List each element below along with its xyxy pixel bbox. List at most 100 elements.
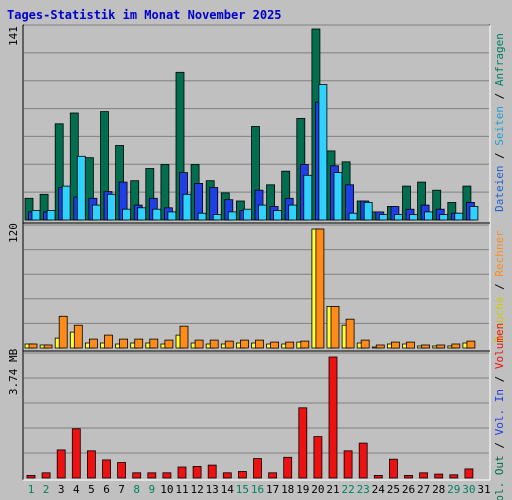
bar-volumen-day-6 (102, 459, 111, 479)
day-label-19: 19 (296, 483, 309, 496)
bar-dateien-day-14 (227, 211, 237, 221)
bar-volumen-day-8 (132, 472, 142, 479)
right-legend-volume: Vol. Out / Vol. In / Volumen (493, 323, 506, 500)
bar-volumen-day-18 (283, 456, 293, 479)
bar-volumen-day-27 (419, 472, 429, 479)
bar-volumen-day-20 (313, 436, 323, 479)
bar-rechner-day-12 (194, 339, 204, 349)
bar-rechner-day-13 (209, 339, 219, 349)
day-label-8: 8 (133, 483, 140, 496)
bar-dateien-day-19 (303, 174, 313, 221)
bar-dateien-day-5 (92, 204, 101, 221)
day-label-29: 29 (447, 483, 460, 496)
day-label-10: 10 (160, 483, 173, 496)
day-label-18: 18 (281, 483, 294, 496)
bar-rechner-day-1 (28, 343, 38, 349)
bar-volumen-day-21 (328, 356, 338, 479)
bar-rechner-day-11 (179, 325, 189, 349)
legend-separator: / (493, 86, 506, 106)
legend-vol-out: Vol. Out (493, 455, 506, 500)
bar-dateien-day-4 (76, 155, 86, 221)
day-label-27: 27 (417, 483, 430, 496)
bar-volumen-day-11 (177, 466, 187, 479)
bar-volumen-day-30 (464, 468, 474, 479)
bar-dateien-day-23 (363, 201, 373, 221)
bar-rechner-day-30 (466, 340, 476, 349)
bar-dateien-day-20 (318, 84, 328, 221)
day-label-4: 4 (73, 483, 80, 496)
bar-rechner-day-16 (255, 339, 264, 349)
legend-separator: / (493, 435, 506, 455)
day-label-9: 9 (148, 483, 155, 496)
day-label-24: 24 (372, 483, 386, 496)
bar-volumen-day-10 (162, 472, 172, 479)
bar-volumen-day-9 (147, 472, 157, 479)
bar-rechner-day-2 (43, 344, 53, 349)
bar-dateien-day-30 (469, 206, 479, 221)
legend-seiten: Seiten (493, 106, 506, 146)
bar-rechner-day-9 (149, 338, 159, 349)
bar-volumen-day-16 (253, 458, 262, 479)
day-label-14: 14 (221, 483, 235, 496)
bar-dateien-day-29 (454, 212, 464, 221)
y-axis-max-label: 120 (7, 223, 20, 243)
bar-dateien-day-17 (273, 210, 283, 221)
bar-volumen-day-13 (207, 464, 217, 479)
bar-dateien-day-24 (378, 214, 388, 221)
x-axis-labels: 1 2 3 4 5 6 7 8 9 10 11 12 13 14 15 16 17 18 19 20 21 22 23 24 2… (28, 483, 491, 496)
chart-frame (22, 24, 491, 481)
day-label-22: 22 (341, 483, 354, 496)
bar-dateien-day-10 (167, 211, 177, 221)
bar-rechner-day-29 (451, 343, 461, 349)
gridlines (23, 24, 490, 454)
bar-rechner-day-21 (330, 305, 340, 349)
bar-volumen-day-5 (87, 450, 96, 479)
bar-dateien-day-26 (409, 214, 418, 221)
bar-dateien-day-2 (46, 210, 56, 221)
day-label-28: 28 (432, 483, 445, 496)
legend-separator: / (493, 369, 506, 389)
bar-rechner-day-7 (119, 338, 128, 349)
bar-volumen-day-29 (449, 474, 459, 479)
bar-volumen-day-4 (71, 428, 81, 479)
day-label-21: 21 (326, 483, 339, 496)
bar-volumen-day-12 (192, 465, 202, 479)
day-label-12: 12 (190, 483, 203, 496)
legend-separator: / (493, 146, 506, 166)
legend-dateien: Dateien (493, 166, 506, 212)
bar-rechner-day-26 (406, 341, 415, 349)
bar-volumen-day-15 (237, 471, 247, 479)
bar-rechner-day-18 (285, 341, 295, 349)
bar-dateien-day-1 (31, 210, 41, 221)
bar-rechner-day-5 (89, 338, 98, 349)
legend-besuche: Besuche (493, 296, 506, 342)
legend-rechner: Rechner (493, 230, 506, 277)
day-label-26: 26 (402, 483, 415, 496)
bar-dateien-day-22 (348, 212, 358, 221)
bar-dateien-day-16 (258, 204, 267, 221)
day-label-11: 11 (175, 483, 188, 496)
bar-dateien-day-25 (393, 214, 403, 221)
bar-rechner-day-17 (270, 341, 280, 349)
bar-dateien-day-3 (61, 185, 71, 221)
y-axis-max-label: 3.74 MB (7, 348, 20, 395)
bar-volumen-day-3 (56, 449, 66, 479)
day-label-15: 15 (236, 483, 249, 496)
day-label-23: 23 (357, 483, 370, 496)
bars (24, 28, 479, 479)
bar-volumen-day-23 (358, 442, 368, 479)
page-title: Tages-Statistik im Monat November 2025 (7, 8, 282, 22)
bar-rechner-day-19 (300, 340, 310, 349)
bar-rechner-day-14 (224, 340, 234, 349)
right-legend-visits: Besuche / Rechner (493, 230, 506, 343)
bar-rechner-day-27 (421, 344, 431, 349)
day-label-31: 31 (477, 483, 490, 496)
bar-rechner-day-20 (315, 228, 325, 349)
bar-rechner-day-6 (104, 334, 113, 349)
bar-volumen-day-28 (434, 473, 444, 479)
bar-rechner-day-3 (58, 315, 68, 349)
legend-anfragen: Anfragen (493, 33, 506, 86)
bar-dateien-day-11 (182, 193, 192, 221)
bar-rechner-day-10 (164, 339, 174, 349)
